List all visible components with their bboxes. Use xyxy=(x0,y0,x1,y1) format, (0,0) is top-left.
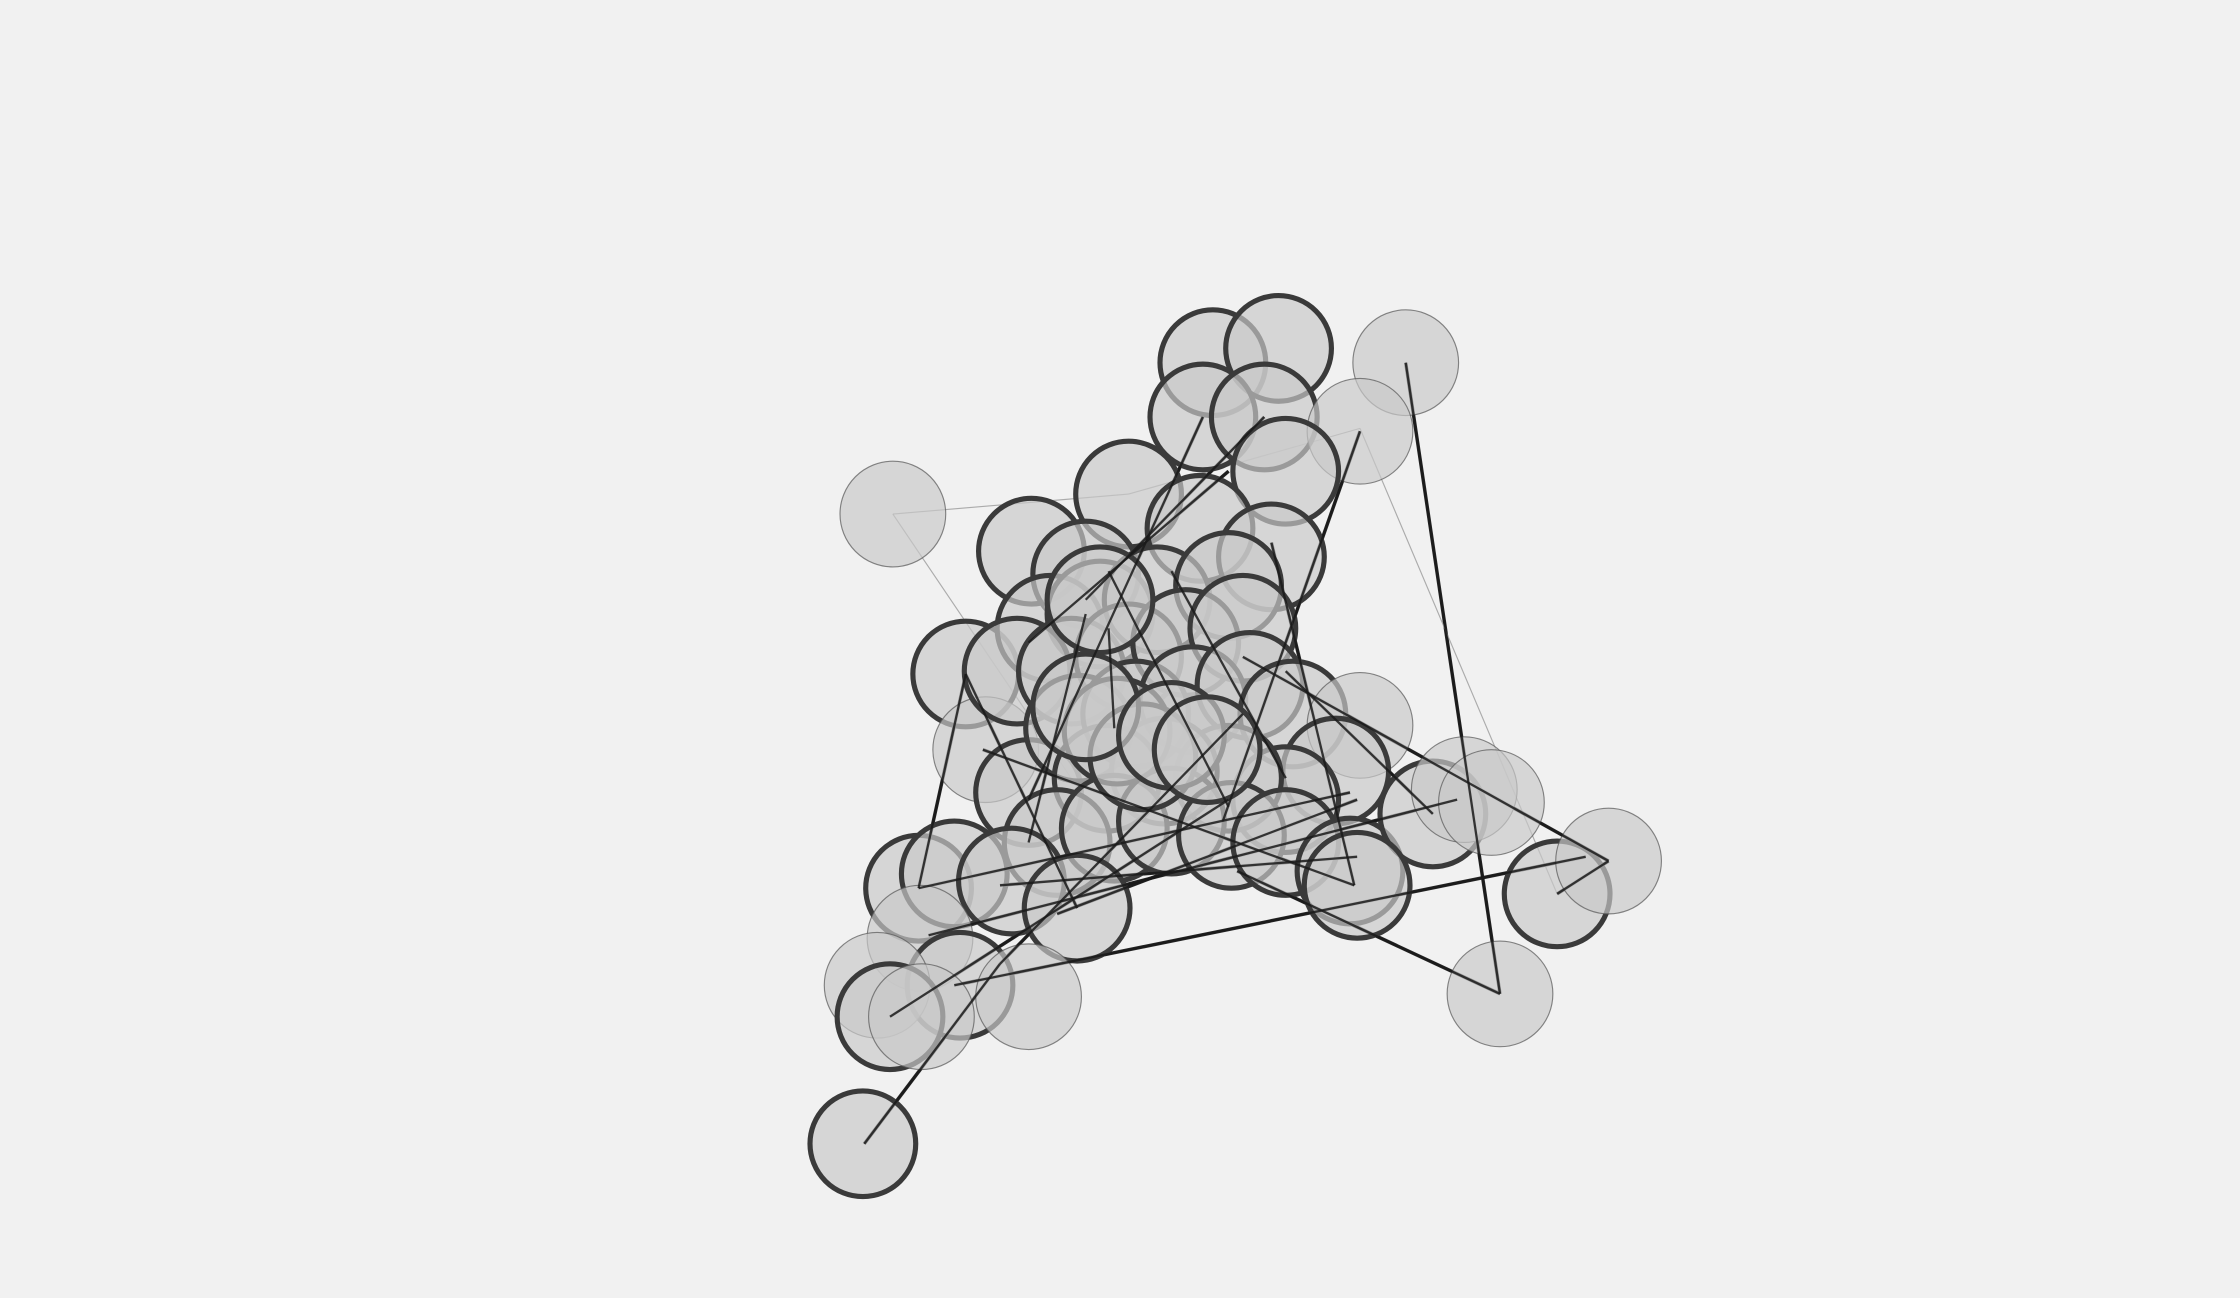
graph-node xyxy=(1044,544,1156,656)
graph-node xyxy=(975,943,1082,1051)
graph-edge-overlay xyxy=(863,963,1001,1145)
graph-edge-overlay xyxy=(1107,570,1230,808)
graph-edge-overlay xyxy=(1107,628,1116,729)
graph-edge-overlay xyxy=(1404,362,1502,995)
graph-edge-overlay xyxy=(1170,570,1287,779)
graph-edge-overlay xyxy=(1027,416,1204,801)
graph-edge-overlay xyxy=(889,798,1230,1018)
graph-node xyxy=(1438,749,1545,856)
graph-edge-overlay xyxy=(1027,470,1230,644)
graph-edge-overlay xyxy=(964,673,1079,909)
graph-node xyxy=(1301,829,1413,941)
graph-node xyxy=(839,460,947,568)
graph-edge-overlay xyxy=(928,798,1458,937)
graph-edge-overlay xyxy=(954,855,1586,987)
graph-edge-overlay xyxy=(999,855,1358,887)
nodes-layer xyxy=(807,293,1662,1200)
graph-edge-overlay xyxy=(1284,670,1434,815)
graph-edge-overlay xyxy=(918,791,1351,890)
graph-edge-overlay xyxy=(1236,870,1501,995)
graph-edge-overlay xyxy=(1242,655,1610,863)
graph-edge-overlay xyxy=(1270,542,1356,886)
graph-edge-overlay xyxy=(1056,798,1358,915)
graph-node xyxy=(868,963,975,1071)
graph-edge-overlay xyxy=(1027,613,1087,843)
graph-node xyxy=(807,1088,919,1200)
graph-edge-overlay xyxy=(1556,860,1610,895)
graph-edge-overlay xyxy=(917,673,967,889)
